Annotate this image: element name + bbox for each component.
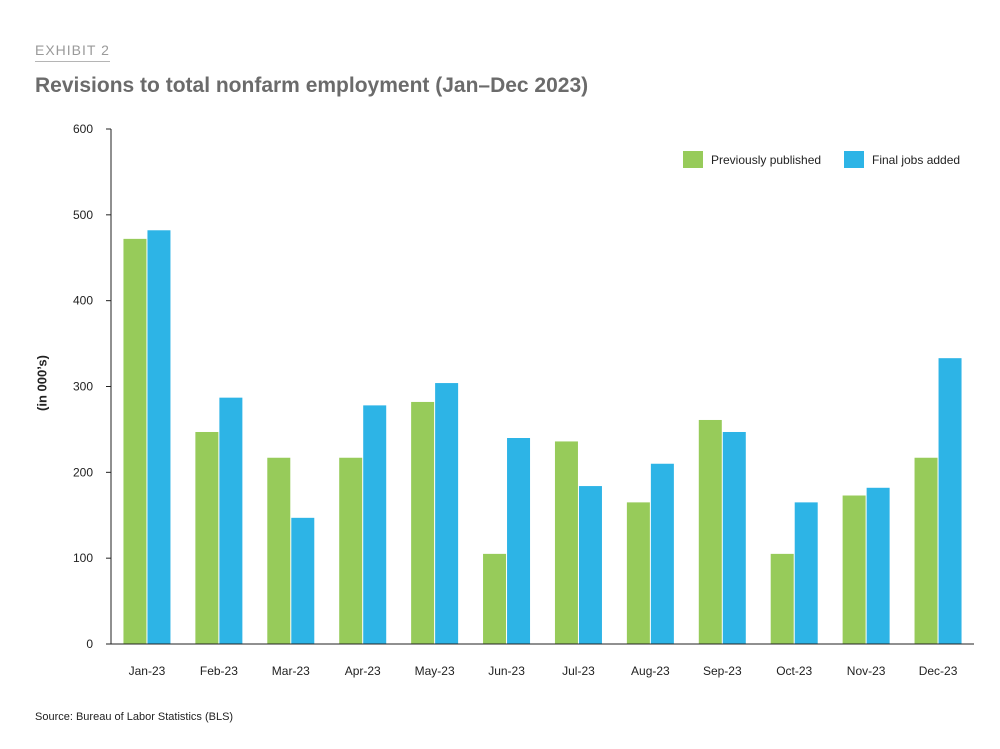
bar-final-jobs-added-sep-23 — [722, 431, 746, 644]
bar-final-jobs-added-apr-23 — [363, 405, 387, 644]
bar-final-jobs-added-may-23 — [435, 383, 459, 644]
bar-final-jobs-added-jan-23 — [147, 230, 171, 645]
y-tick-label: 200 — [73, 465, 93, 479]
x-tick-label: Feb-23 — [200, 664, 238, 678]
y-tick-label: 400 — [73, 294, 93, 308]
bar-previously-published-nov-23 — [842, 495, 866, 644]
bar-previously-published-jun-23 — [483, 553, 507, 644]
bar-final-jobs-added-oct-23 — [794, 502, 818, 644]
x-tick-label: Jun-23 — [488, 664, 525, 678]
x-tick-label: Aug-23 — [631, 664, 670, 678]
x-tick-label: May-23 — [415, 664, 455, 678]
x-tick-label: Jul-23 — [562, 664, 595, 678]
y-tick-label: 100 — [73, 551, 93, 565]
legend-label-final-jobs-added: Final jobs added — [872, 153, 960, 167]
bar-previously-published-aug-23 — [626, 502, 650, 644]
bar-final-jobs-added-jul-23 — [578, 486, 602, 644]
source-note: Source: Bureau of Labor Statistics (BLS) — [35, 711, 234, 723]
exhibit-label: EXHIBIT 2 — [35, 42, 110, 62]
x-tick-label: Nov-23 — [847, 664, 886, 678]
y-tick-label: 0 — [86, 637, 93, 651]
x-tick-label: Jan-23 — [129, 664, 166, 678]
y-axis-ticks: 0 100 200 300 400 500 600 — [73, 122, 111, 651]
bar-previously-published-dec-23 — [914, 457, 938, 644]
bar-previously-published-jan-23 — [123, 238, 147, 644]
bar-chart: 0 100 200 300 400 500 600 Jan-23 Feb-23 Mar-23 Ap… — [73, 122, 974, 678]
legend-label-previously-published: Previously published — [711, 153, 821, 167]
legend: Previously published Final jobs added — [683, 151, 960, 168]
bar-final-jobs-added-jun-23 — [507, 438, 531, 644]
bar-previously-published-sep-23 — [698, 419, 722, 644]
x-tick-label: Dec-23 — [919, 664, 958, 678]
bar-final-jobs-added-aug-23 — [650, 463, 674, 644]
bar-previously-published-mar-23 — [267, 457, 291, 644]
bar-previously-published-apr-23 — [339, 457, 363, 644]
y-tick-label: 500 — [73, 208, 93, 222]
chart-title: Revisions to total nonfarm employment (J… — [35, 74, 589, 97]
bars — [123, 230, 962, 645]
y-tick-label: 600 — [73, 122, 93, 136]
x-tick-label: Oct-23 — [776, 664, 812, 678]
bar-previously-published-oct-23 — [770, 553, 794, 644]
bar-final-jobs-added-nov-23 — [866, 487, 890, 644]
bar-final-jobs-added-feb-23 — [219, 397, 243, 644]
y-tick-label: 300 — [73, 380, 93, 394]
legend-swatch-previously-published — [683, 151, 703, 168]
x-tick-label: Sep-23 — [703, 664, 742, 678]
x-tick-label: Apr-23 — [345, 664, 381, 678]
bar-final-jobs-added-dec-23 — [938, 358, 962, 644]
bar-previously-published-feb-23 — [195, 431, 219, 644]
x-axis-ticks: Jan-23 Feb-23 Mar-23 Apr-23 May-23 Jun-23 Jul-… — [129, 664, 958, 678]
bar-final-jobs-added-mar-23 — [291, 517, 315, 644]
x-tick-label: Mar-23 — [272, 664, 310, 678]
bar-previously-published-may-23 — [411, 401, 435, 644]
bar-previously-published-jul-23 — [554, 441, 578, 644]
legend-swatch-final-jobs-added — [844, 151, 864, 168]
